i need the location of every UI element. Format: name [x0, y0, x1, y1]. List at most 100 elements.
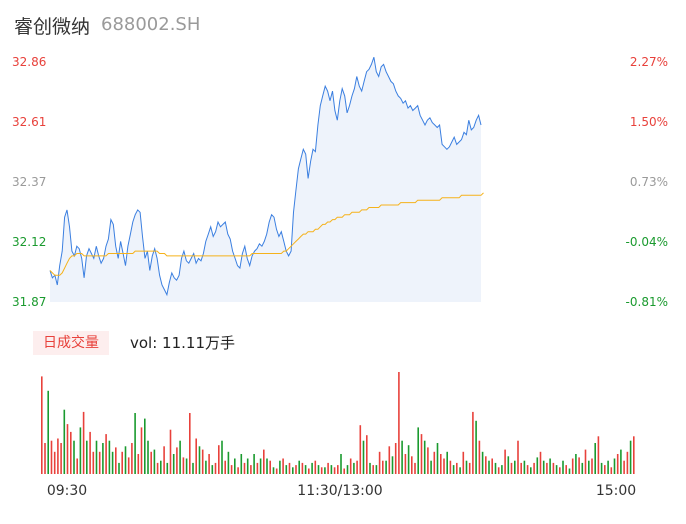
- volume-bar: [140, 427, 143, 474]
- pct-tick-label: -0.81%: [626, 295, 668, 309]
- volume-bar: [452, 465, 455, 474]
- volume-bar: [404, 454, 407, 474]
- volume-bar: [568, 468, 571, 474]
- volume-bar: [108, 440, 111, 474]
- volume-bar: [218, 445, 220, 474]
- pct-tick-label: 0.73%: [630, 175, 668, 189]
- price-tick-label: 31.87: [12, 295, 46, 309]
- volume-bar: [124, 446, 127, 474]
- volume-bar: [456, 462, 458, 474]
- volume-bar: [407, 445, 410, 474]
- volume-bar: [588, 460, 590, 474]
- volume-bar: [491, 458, 493, 474]
- volume-bar: [333, 467, 336, 474]
- volume-bar: [176, 447, 178, 474]
- volume-bar: [259, 458, 262, 474]
- volume-bar: [211, 465, 214, 474]
- volume-bar: [86, 440, 88, 474]
- volume-bar: [320, 467, 323, 474]
- volume-bar: [346, 465, 349, 474]
- volume-bar: [420, 434, 423, 474]
- volume-bar: [343, 468, 345, 474]
- volume-bar: [237, 467, 239, 474]
- volume-bar: [366, 435, 368, 474]
- volume-bar: [555, 465, 558, 474]
- volume-bar: [166, 462, 169, 474]
- volume-bar: [131, 443, 133, 474]
- volume-bar: [623, 460, 625, 474]
- volume-bar: [362, 440, 365, 474]
- stock-name: 睿创微纳: [14, 16, 91, 38]
- volume-bar: [443, 458, 445, 474]
- volume-bar: [533, 462, 535, 474]
- price-line: [49, 57, 482, 297]
- volume-bar: [607, 460, 609, 474]
- volume-bar: [115, 447, 117, 474]
- volume-bar: [266, 458, 268, 474]
- volume-bar: [73, 440, 75, 474]
- volume-bar: [160, 460, 162, 474]
- volume-bar: [172, 454, 175, 474]
- time-tick-label: 11:30/13:00: [297, 483, 382, 499]
- volume-bar: [530, 467, 532, 474]
- volume-bar: [98, 451, 101, 474]
- volume-bar: [472, 411, 474, 474]
- volume-bar: [378, 451, 381, 474]
- pct-tick-label: -0.04%: [626, 235, 668, 249]
- volume-bar: [327, 462, 329, 474]
- volume-bar: [41, 376, 43, 474]
- volume-bar: [53, 451, 56, 474]
- volume-bar: [330, 465, 333, 474]
- volume-bar: [549, 458, 551, 474]
- volume-bar: [263, 449, 265, 474]
- volume-bar: [246, 458, 249, 474]
- volume-bar: [616, 454, 619, 474]
- volume-bar: [153, 449, 156, 474]
- volume-bar: [340, 454, 342, 474]
- volume-bar: [179, 440, 181, 474]
- volume-bar: [44, 443, 46, 474]
- volume-bar: [449, 460, 452, 474]
- volume-bar: [629, 440, 632, 474]
- volume-bar: [163, 446, 165, 474]
- volume-bar: [411, 456, 413, 474]
- volume-bar: [118, 462, 120, 474]
- volume-bar: [185, 458, 188, 474]
- volume-bar: [433, 451, 436, 474]
- volume-bar: [401, 440, 403, 474]
- pct-tick-label: 2.27%: [630, 55, 668, 69]
- volume-bar: [292, 467, 294, 474]
- volume-bar: [468, 462, 471, 474]
- volume-bar: [169, 429, 172, 474]
- volume-bar: [285, 465, 288, 474]
- volume-bar: [272, 467, 275, 474]
- volume-bar: [295, 465, 297, 474]
- volume-bar: [523, 460, 526, 474]
- volume-bar: [446, 451, 448, 474]
- volume-bar: [121, 451, 123, 474]
- volume-bar: [63, 409, 66, 474]
- volume-bar: [240, 454, 243, 474]
- volume-bar: [546, 462, 548, 474]
- time-tick-label: 15:00: [596, 483, 636, 499]
- volume-bar: [324, 467, 326, 474]
- volume-bar: [633, 436, 635, 474]
- volume-bar: [581, 462, 584, 474]
- volume-bar: [304, 465, 307, 474]
- volume-bar: [475, 420, 477, 474]
- price-tick-label: 32.12: [12, 235, 46, 249]
- volume-bar: [198, 446, 201, 474]
- volume-bar: [571, 458, 574, 474]
- volume-bar: [610, 467, 613, 474]
- volume-bar: [102, 443, 104, 474]
- volume-bar: [597, 436, 600, 474]
- volume-bar: [520, 462, 522, 474]
- volume-bar: [314, 460, 317, 474]
- volume-bar: [427, 447, 429, 474]
- volume-bar: [89, 431, 91, 474]
- volume-tab-badge[interactable]: 日成交量: [33, 331, 109, 355]
- volume-bar: [230, 465, 233, 474]
- volume-bar: [301, 462, 304, 474]
- volume-bar: [600, 462, 603, 474]
- volume-bar: [501, 465, 503, 474]
